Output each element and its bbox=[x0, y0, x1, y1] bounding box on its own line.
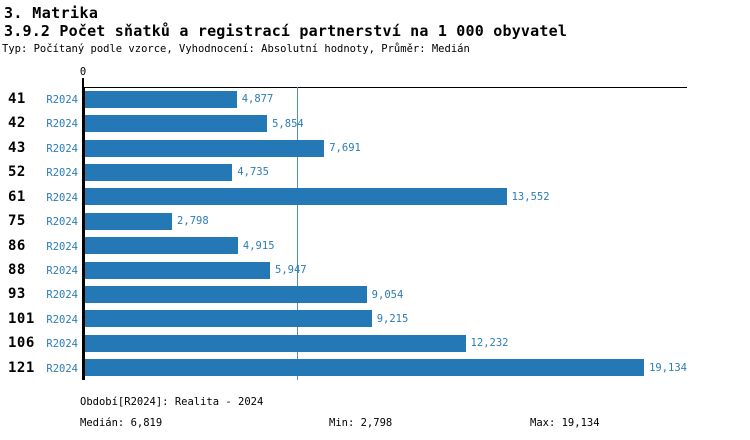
bars-layer: 41 R2024 4,877 42 R2024 5,854 43 R2024 7,691 52 R2… bbox=[0, 87, 750, 380]
category-label: 42 bbox=[8, 115, 26, 132]
value-label: 4,735 bbox=[237, 166, 269, 179]
value-label: 9,054 bbox=[371, 288, 404, 301]
series-label: R2024 bbox=[46, 362, 78, 375]
footer-min: Min: 2,798 bbox=[329, 417, 393, 429]
category-label: 106 bbox=[8, 335, 35, 352]
category-label: 121 bbox=[8, 359, 35, 376]
category-label: 43 bbox=[8, 139, 26, 156]
bar-track: 13,552 bbox=[85, 185, 687, 209]
bar-track: 9,215 bbox=[85, 307, 687, 331]
category-label: 61 bbox=[8, 188, 26, 205]
bar-track: 19,134 bbox=[85, 356, 687, 380]
series-label: R2024 bbox=[46, 94, 78, 106]
category-label: 41 bbox=[8, 91, 26, 107]
bar bbox=[85, 359, 645, 377]
bar bbox=[85, 139, 325, 157]
bar-row: 93 R2024 9,054 bbox=[0, 282, 750, 306]
category-label: 101 bbox=[8, 310, 35, 327]
bar bbox=[85, 163, 233, 181]
value-label: 9,215 bbox=[376, 312, 409, 325]
category-label: 93 bbox=[8, 286, 26, 303]
bar-row: 52 R2024 4,735 bbox=[0, 160, 750, 184]
bar bbox=[85, 334, 466, 352]
value-label: 13,552 bbox=[511, 190, 550, 203]
bar bbox=[85, 310, 372, 328]
series-label: R2024 bbox=[46, 240, 78, 253]
chart-title: 3.9.2 Počet sňatků a registrací partners… bbox=[4, 22, 568, 40]
footer-max: Max: 19,134 bbox=[530, 417, 600, 429]
bar-track: 4,915 bbox=[85, 234, 687, 258]
footer-median: Medián: 6,819 bbox=[80, 417, 163, 429]
series-label: R2024 bbox=[46, 142, 78, 155]
app-title: 3. Matrika bbox=[4, 4, 99, 22]
series-label: R2024 bbox=[46, 313, 78, 326]
bar-row: 61 R2024 13,552 bbox=[0, 185, 750, 209]
bar bbox=[85, 286, 367, 304]
bar-row: 42 R2024 5,854 bbox=[0, 111, 750, 135]
bar-row: 75 R2024 2,798 bbox=[0, 209, 750, 233]
series-label: R2024 bbox=[46, 167, 78, 180]
bar-track: 7,691 bbox=[85, 136, 687, 160]
category-label: 88 bbox=[8, 261, 26, 278]
bar-track: 2,798 bbox=[85, 209, 687, 233]
median-line bbox=[297, 87, 298, 380]
category-label: 75 bbox=[8, 213, 26, 230]
bar bbox=[85, 90, 237, 108]
value-label: 4,877 bbox=[241, 93, 274, 106]
value-label: 2,798 bbox=[177, 215, 209, 228]
bar-row: 41 R2024 4,877 bbox=[0, 87, 750, 111]
value-label: 12,232 bbox=[470, 337, 509, 350]
bar bbox=[85, 261, 271, 279]
bar-row: 106 R2024 12,232 bbox=[0, 331, 750, 355]
bar bbox=[85, 115, 268, 133]
bar-row: 121 R2024 19,134 bbox=[0, 356, 750, 380]
chart-meta: Typ: Počítaný podle vzorce, Vyhodnocení:… bbox=[2, 43, 470, 55]
bar-track: 5,947 bbox=[85, 258, 687, 282]
value-label: 7,691 bbox=[329, 142, 361, 155]
series-label: R2024 bbox=[46, 191, 78, 204]
bar-track: 4,877 bbox=[85, 87, 687, 111]
value-label: 19,134 bbox=[649, 361, 687, 374]
bar-row: 43 R2024 7,691 bbox=[0, 136, 750, 160]
series-label: R2024 bbox=[46, 338, 78, 351]
bar-row: 101 R2024 9,215 bbox=[0, 307, 750, 331]
value-label: 4,915 bbox=[242, 239, 275, 252]
series-label: R2024 bbox=[46, 216, 78, 229]
bar-row: 86 R2024 4,915 bbox=[0, 234, 750, 258]
bar-track: 12,232 bbox=[85, 331, 687, 355]
value-label: 5,947 bbox=[275, 264, 307, 277]
bar-track: 5,854 bbox=[85, 111, 687, 135]
series-label: R2024 bbox=[46, 118, 78, 131]
series-label: R2024 bbox=[46, 289, 78, 302]
plot-area bbox=[82, 87, 687, 380]
bar bbox=[85, 212, 173, 230]
bar-track: 4,735 bbox=[85, 160, 687, 184]
footer-period: Období[R2024]: Realita - 2024 bbox=[80, 396, 264, 408]
bar-track: 9,054 bbox=[85, 282, 687, 306]
x-axis-origin-label: 0 bbox=[79, 66, 87, 78]
bar bbox=[85, 188, 507, 206]
category-label: 52 bbox=[8, 164, 26, 181]
bar-row: 88 R2024 5,947 bbox=[0, 258, 750, 282]
bar bbox=[85, 237, 238, 255]
value-label: 5,854 bbox=[272, 117, 304, 130]
x-axis-tick bbox=[82, 78, 84, 87]
series-label: R2024 bbox=[46, 264, 78, 277]
category-label: 86 bbox=[8, 237, 26, 254]
